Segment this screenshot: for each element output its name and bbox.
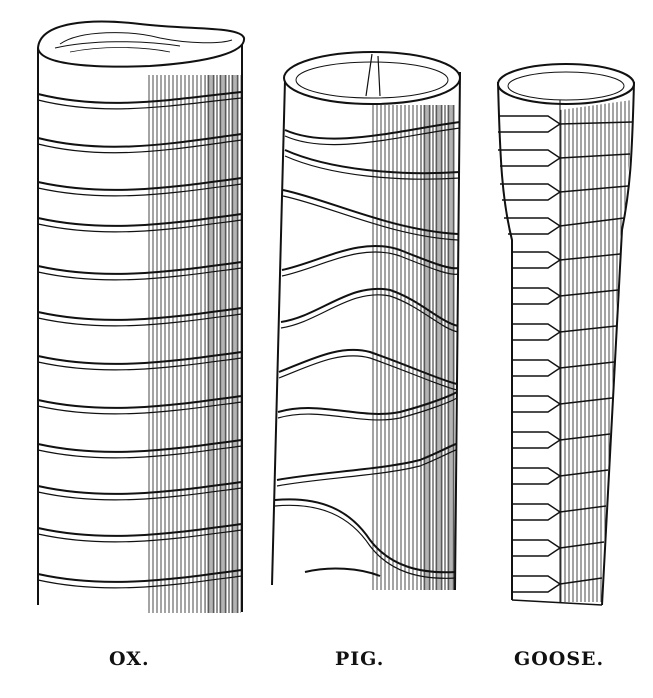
ox-trachea-outline (37, 44, 243, 612)
goose-cartilage-rings (498, 100, 633, 602)
goose-trachea (497, 63, 635, 606)
ox-cartilage-rings (37, 91, 243, 589)
pig-trachea-opening (283, 51, 461, 105)
ox-caption: OX. (109, 648, 150, 670)
goose-caption: GOOSE. (514, 648, 605, 670)
pig-cartilage-rings (274, 121, 461, 579)
ox-trachea (36, 20, 246, 613)
ox-trachea-opening (36, 20, 246, 68)
pig-caption: PIG. (335, 648, 385, 670)
goose-trachea-opening (497, 63, 635, 105)
goose-trachea-shading (558, 100, 632, 602)
pig-trachea (271, 51, 461, 591)
